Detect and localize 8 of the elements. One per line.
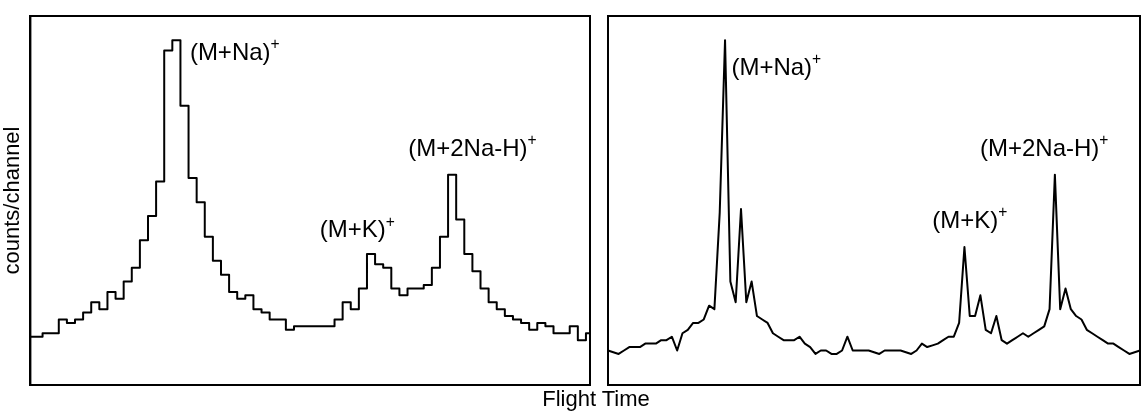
annotation: (M+K)+: [319, 212, 395, 243]
annotation: (M+Na)+: [189, 35, 280, 66]
x-axis-title: Flight Time: [542, 386, 650, 412]
annotation: (M+2Na-H)+: [980, 131, 1109, 162]
annotation: (M+2Na-H)+: [408, 131, 537, 162]
annotation: (M+Na)+: [731, 50, 822, 81]
y-axis-title: counts/channel: [0, 126, 25, 275]
annotation: (M+K)+: [932, 203, 1008, 234]
